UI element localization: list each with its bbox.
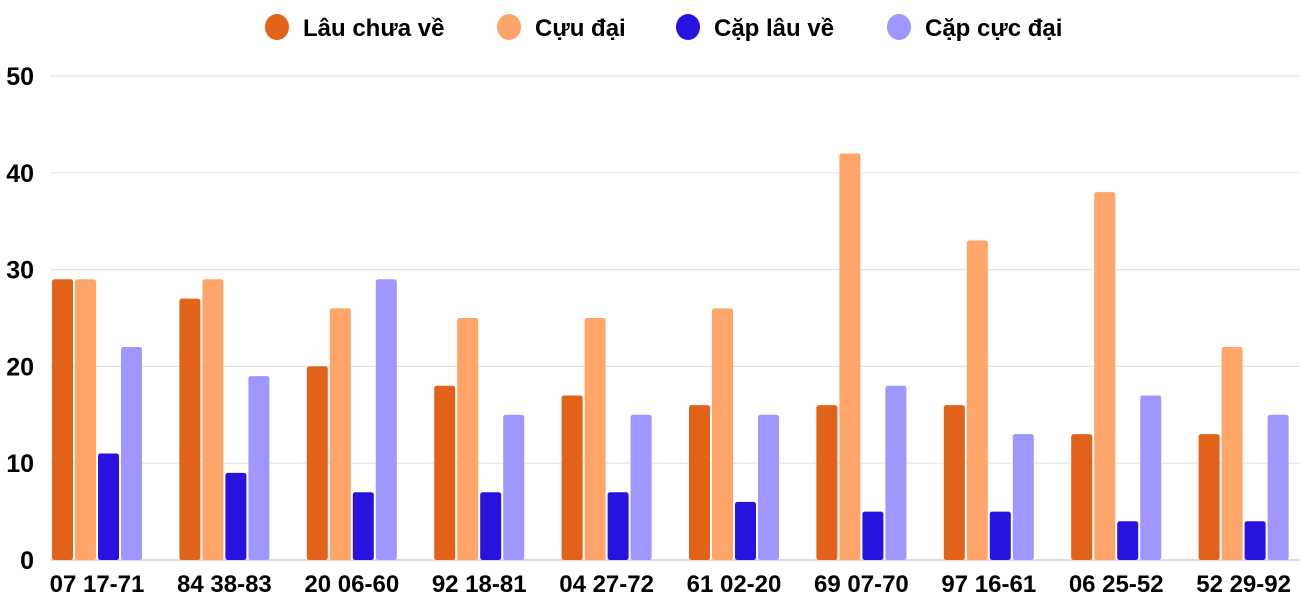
y-tick-label: 30	[6, 257, 34, 285]
bar	[1244, 521, 1266, 560]
bar	[816, 405, 838, 560]
x-tick-label: 07 17-71	[50, 571, 145, 598]
bar	[607, 492, 629, 560]
bar	[1198, 434, 1220, 560]
bar	[839, 153, 861, 560]
legend-label: Cựu đại	[535, 15, 626, 42]
x-tick-label: 20 06-60	[304, 571, 399, 598]
y-axis: 0 10 20 30 40 50	[6, 63, 34, 575]
bar	[329, 308, 351, 560]
bar	[630, 414, 652, 560]
x-tick-label: 61 02-20	[687, 571, 782, 598]
legend-marker-icon	[265, 14, 289, 40]
bar	[480, 492, 502, 560]
bar	[989, 511, 1011, 560]
bar	[712, 308, 733, 560]
bar	[689, 405, 710, 560]
legend-label: Lâu chưa về	[303, 15, 444, 42]
bar	[98, 453, 119, 560]
legend-marker-icon	[676, 14, 700, 40]
bar	[1117, 521, 1139, 560]
bar	[179, 298, 201, 560]
bar	[885, 385, 907, 560]
x-tick-label: 97 16-61	[941, 571, 1036, 598]
legend: Lâu chưa về Cựu đại Cặp lâu về Cặp cực đại	[265, 14, 1062, 42]
bar	[1071, 434, 1093, 560]
bar	[862, 511, 884, 560]
y-tick-label: 40	[6, 160, 34, 188]
x-tick-label: 06 25-52	[1069, 571, 1164, 598]
legend-item: Cặp cực đại	[887, 14, 1062, 42]
y-tick-label: 50	[6, 63, 34, 91]
y-tick-label: 20	[6, 353, 34, 381]
x-tick-label: 69 07-70	[814, 571, 909, 598]
bar	[434, 385, 456, 560]
bar	[966, 240, 988, 560]
bar	[352, 492, 374, 560]
legend-item: Cặp lâu về	[676, 14, 834, 42]
bar	[75, 279, 96, 560]
bar	[202, 279, 224, 560]
bar	[248, 376, 270, 560]
x-tick-label: 84 38-83	[177, 571, 272, 598]
bar	[225, 472, 247, 560]
bar	[306, 366, 328, 560]
x-tick-label: 04 27-72	[559, 571, 654, 598]
x-tick-label: 52 29-92	[1196, 571, 1291, 598]
bar	[561, 395, 583, 560]
bar	[943, 405, 965, 560]
bar	[457, 318, 479, 560]
bars	[52, 153, 1289, 560]
bar	[503, 414, 525, 560]
y-tick-label: 10	[6, 450, 34, 478]
bar	[1221, 347, 1243, 560]
legend-label: Cặp lâu về	[714, 15, 834, 42]
legend-label: Cặp cực đại	[925, 15, 1062, 42]
bar	[584, 318, 606, 560]
bar	[121, 347, 142, 560]
bar	[375, 279, 397, 560]
x-tick-label: 92 18-81	[432, 571, 527, 598]
bar	[1094, 192, 1116, 560]
legend-item: Lâu chưa về	[265, 14, 444, 42]
x-axis: 07 17-71 84 38-83 20 06-60 92 18-81 04 27-72…	[50, 571, 1291, 598]
legend-marker-icon	[497, 14, 521, 40]
y-tick-label: 0	[20, 547, 34, 575]
bar	[1140, 395, 1162, 560]
bar	[735, 501, 756, 560]
bar	[1267, 414, 1289, 560]
bar	[1012, 434, 1034, 560]
legend-marker-icon	[887, 14, 911, 40]
bar	[52, 279, 73, 560]
bar	[758, 414, 779, 560]
legend-item: Cựu đại	[497, 14, 626, 42]
